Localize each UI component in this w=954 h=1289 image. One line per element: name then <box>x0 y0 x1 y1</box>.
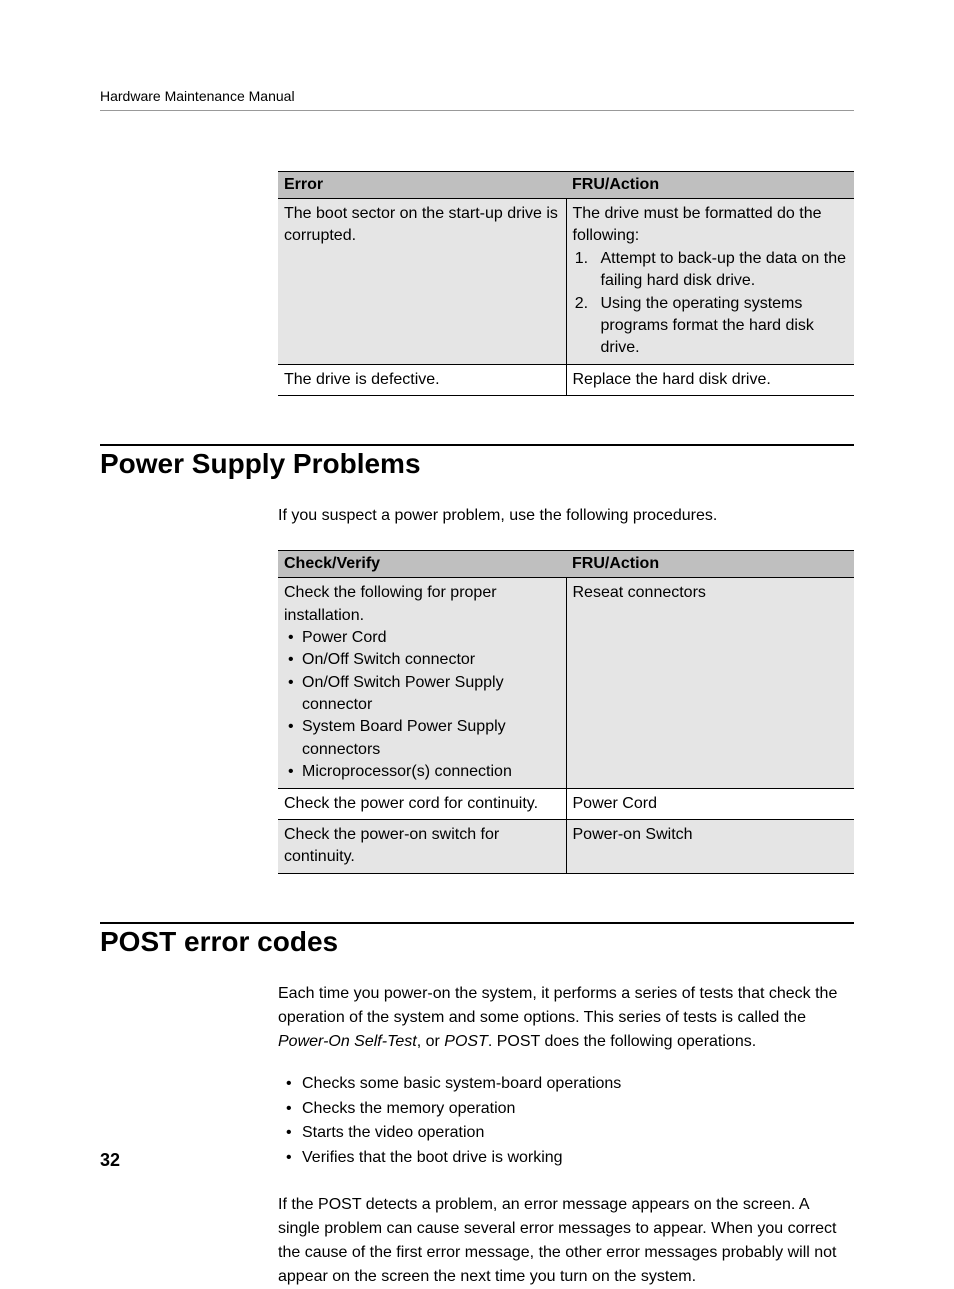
post-para1: Each time you power-on the system, it pe… <box>278 982 854 1054</box>
error-table: Error FRU/Action The boot sector on the … <box>278 171 854 396</box>
action-step: Attempt to back-up the data on the faili… <box>593 248 849 293</box>
running-header: Hardware Maintenance Manual <box>100 88 854 104</box>
section1-body: If you suspect a power problem, use the … <box>278 504 854 874</box>
check-cell: Check the power-on switch for continuity… <box>278 820 566 874</box>
check-cell: Check the following for proper installat… <box>278 578 566 789</box>
action-cell: Power-on Switch <box>566 820 854 874</box>
section-heading-power: Power Supply Problems <box>100 448 854 480</box>
post-bullet: Checks the memory operation <box>278 1097 854 1122</box>
post-bullet: Verifies that the boot drive is working <box>278 1146 854 1171</box>
table-header-action: FRU/Action <box>566 551 854 578</box>
para1-italic1: Power-On Self-Test <box>278 1033 417 1050</box>
section1-intro: If you suspect a power problem, use the … <box>278 504 854 528</box>
table-row: Check the power-on switch for continuity… <box>278 820 854 874</box>
table-header-row: Error FRU/Action <box>278 172 854 199</box>
check-item: On/Off Switch connector <box>284 649 560 671</box>
post-bullets: Checks some basic system-board operation… <box>278 1072 854 1171</box>
check-list: Power Cord On/Off Switch connector On/Of… <box>284 627 560 784</box>
section-rule <box>100 922 854 924</box>
table-row: The boot sector on the start-up drive is… <box>278 199 854 365</box>
error-cell: The drive is defective. <box>278 364 566 395</box>
para1-text-a: Each time you power-on the system, it pe… <box>278 985 837 1026</box>
action-step: Using the operating systems programs for… <box>593 293 849 360</box>
table-header-check: Check/Verify <box>278 551 566 578</box>
action-intro: The drive must be formatted do the follo… <box>573 205 822 244</box>
action-steps: Attempt to back-up the data on the faili… <box>593 248 849 360</box>
table-header-error: Error <box>278 172 566 199</box>
table-header-row: Check/Verify FRU/Action <box>278 551 854 578</box>
action-cell: The drive must be formatted do the follo… <box>566 199 854 365</box>
check-intro: Check the following for proper installat… <box>284 584 497 623</box>
header-rule <box>100 110 854 111</box>
power-table: Check/Verify FRU/Action Check the follow… <box>278 550 854 874</box>
post-bullet: Checks some basic system-board operation… <box>278 1072 854 1097</box>
check-item: Power Cord <box>284 627 560 649</box>
table-header-action: FRU/Action <box>566 172 854 199</box>
para1-italic2: POST <box>444 1033 488 1050</box>
table-row: Check the following for proper installat… <box>278 578 854 789</box>
table1-container: Error FRU/Action The boot sector on the … <box>278 171 854 396</box>
check-item: System Board Power Supply connectors <box>284 716 560 761</box>
post-bullet: Starts the video operation <box>278 1121 854 1146</box>
section-rule <box>100 444 854 446</box>
action-cell: Replace the hard disk drive. <box>566 364 854 395</box>
check-item: On/Off Switch Power Supply connector <box>284 672 560 717</box>
table-row: Check the power cord for continuity. Pow… <box>278 788 854 819</box>
para1-text-c: . POST does the following operations. <box>488 1033 756 1050</box>
action-cell: Power Cord <box>566 788 854 819</box>
page-number: 32 <box>100 1150 120 1171</box>
check-cell: Check the power cord for continuity. <box>278 788 566 819</box>
para1-text-b: , or <box>417 1033 445 1050</box>
section-heading-post: POST error codes <box>100 926 854 958</box>
check-item: Microprocessor(s) connection <box>284 761 560 783</box>
table-row: The drive is defective. Replace the hard… <box>278 364 854 395</box>
post-para2: If the POST detects a problem, an error … <box>278 1193 854 1289</box>
error-cell: The boot sector on the start-up drive is… <box>278 199 566 365</box>
action-cell: Reseat connectors <box>566 578 854 789</box>
